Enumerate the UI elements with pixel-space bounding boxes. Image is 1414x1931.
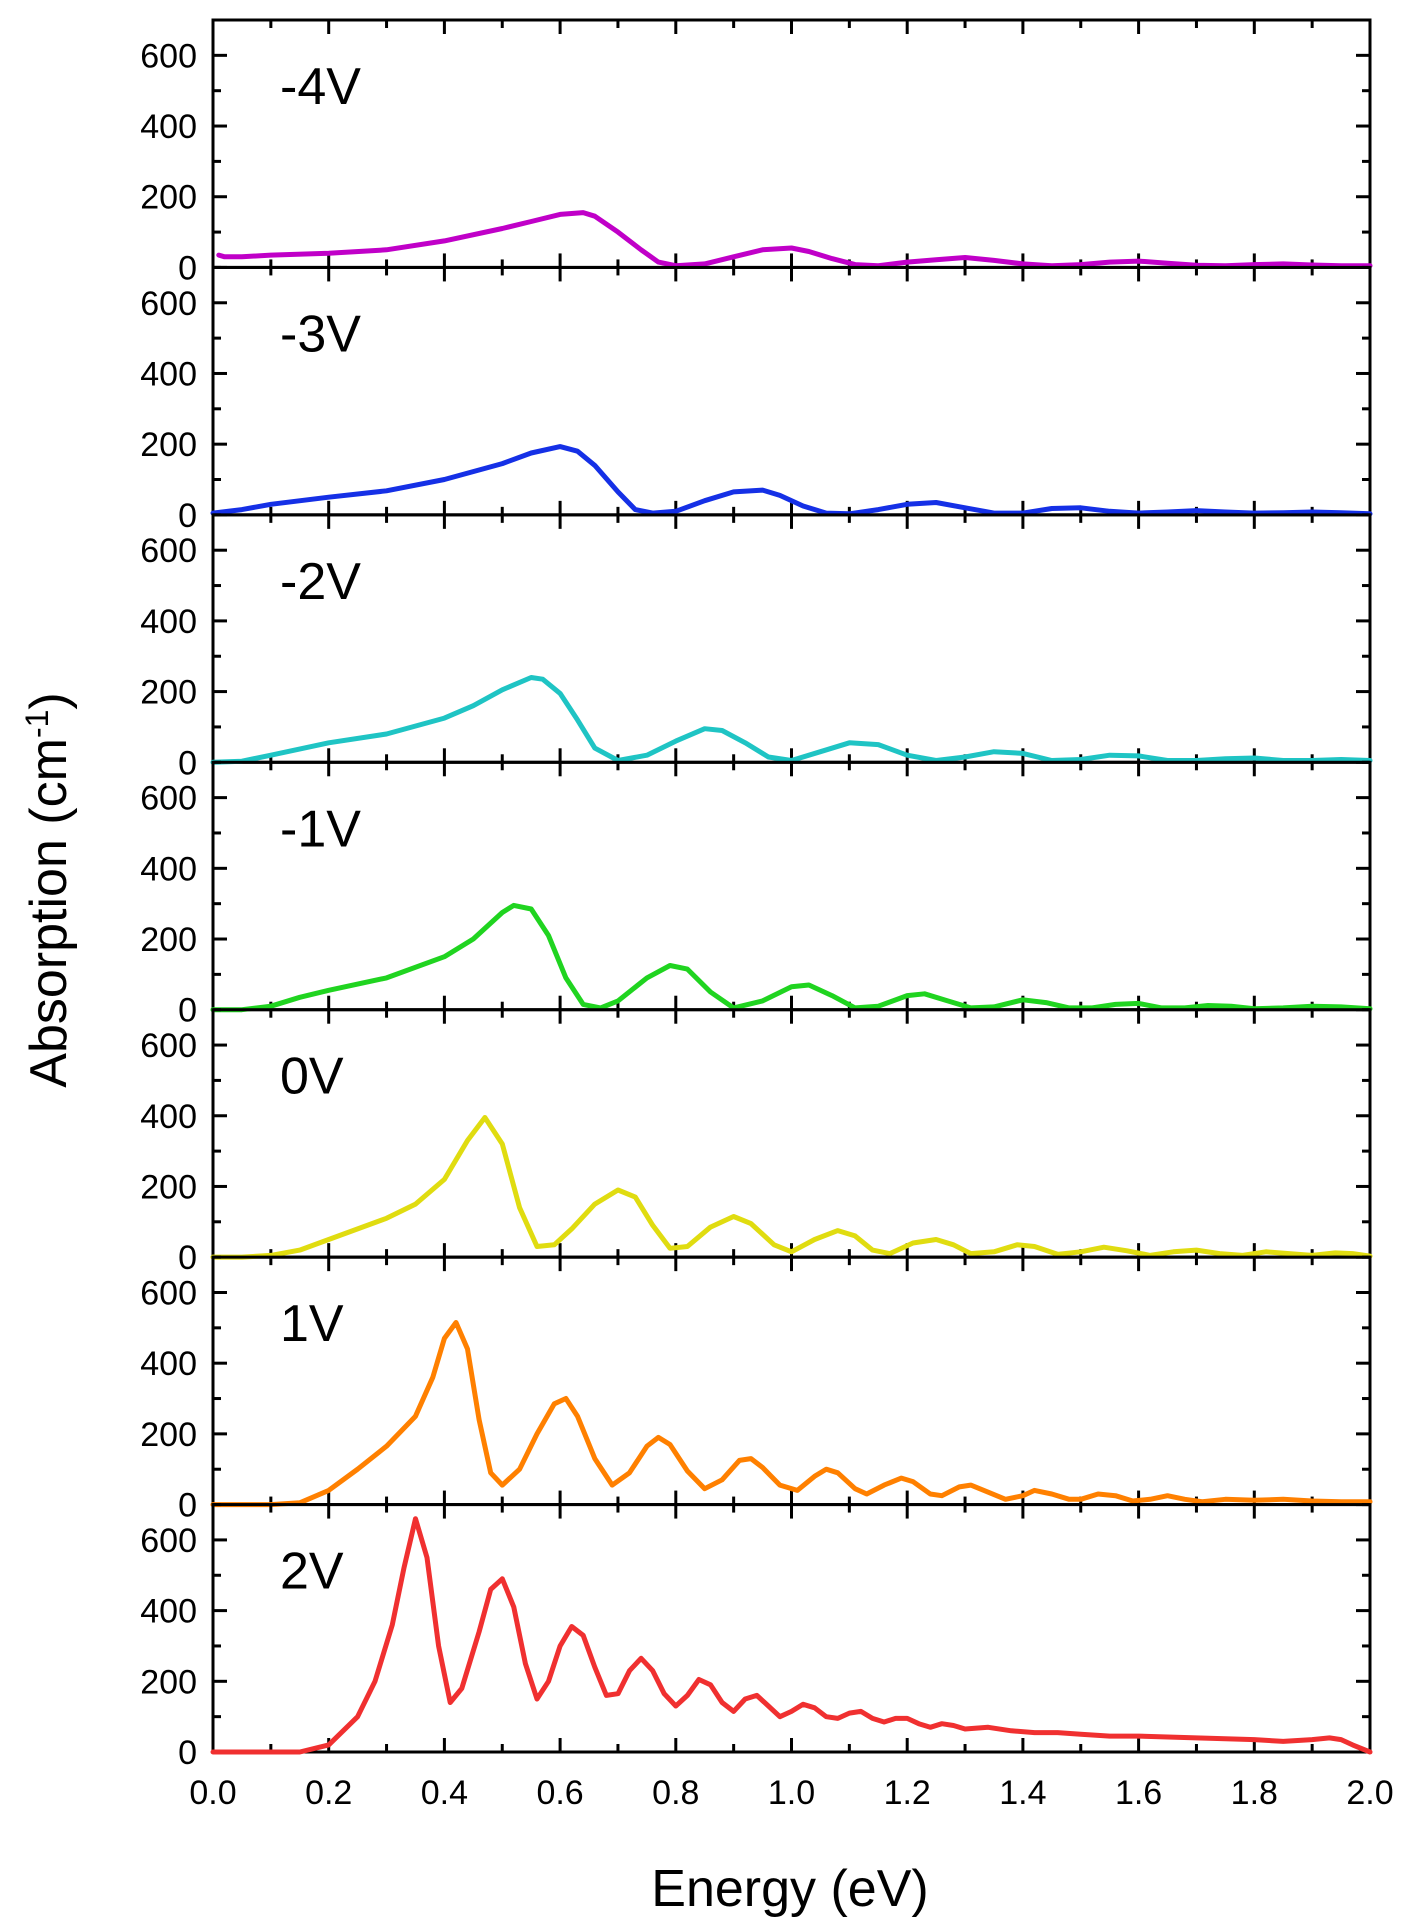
panel-label: 0V	[280, 1048, 344, 1106]
y-tick-label: 600	[140, 1274, 197, 1312]
series-line-1V	[210, 1320, 1373, 1508]
panel-label: -4V	[280, 58, 361, 116]
y-tick-label: 200	[140, 179, 197, 217]
panel--4V: 0 200 400 600 -4V	[140, 18, 1373, 287]
y-tick-label: 400	[140, 355, 197, 393]
y-axis-title: Absorption (cm-1)	[19, 692, 78, 1087]
y-tick-label: 200	[140, 1168, 197, 1206]
y-tick-label: 400	[140, 1098, 197, 1136]
x-tick-label: 0.0	[189, 1774, 236, 1812]
series-line--2V	[210, 675, 1373, 765]
x-axis: 0.0 0.2 0.4 0.6 0.8 1.0 1.2 1.4 1.6 1.8 2.0	[189, 1774, 1393, 1812]
panels-group: 0200400600-4V0200400600-3V0200400600-2V0…	[140, 18, 1373, 1772]
x-tick-label: 1.4	[999, 1774, 1046, 1812]
y-tick-label: 600	[140, 1522, 197, 1560]
y-axis-title-main: Absorption (cm	[20, 738, 78, 1088]
x-axis-title: Energy (eV)	[651, 1860, 928, 1918]
y-tick-label: 400	[140, 108, 197, 146]
y-tick-label: 400	[140, 850, 197, 888]
y-tick-label: 0	[178, 992, 197, 1030]
x-tick-label: 0.4	[421, 1774, 468, 1812]
x-tick-label: 1.8	[1231, 1774, 1278, 1812]
series-line--3V	[210, 444, 1373, 517]
x-tick-label: 0.8	[652, 1774, 699, 1812]
y-axis-title-sup: -1	[19, 710, 55, 738]
y-tick-label: 600	[140, 37, 197, 75]
y-tick-label: 200	[140, 921, 197, 959]
y-tick-label: 0	[178, 1239, 197, 1277]
y-tick-label: 0	[178, 744, 197, 782]
panel-frame	[211, 513, 1372, 764]
x-tick-label: 1.0	[768, 1774, 815, 1812]
y-tick-label: 0	[178, 1487, 197, 1525]
y-tick-label: 200	[140, 1416, 197, 1454]
series-line-2V	[210, 1516, 1373, 1755]
panel-frame	[211, 265, 1372, 517]
x-tick-label: 2.0	[1346, 1774, 1393, 1812]
x-tick-label: 0.6	[536, 1774, 583, 1812]
panel-frame	[211, 1255, 1372, 1507]
y-tick-label: 600	[140, 780, 197, 818]
panel-frame	[211, 760, 1372, 1012]
y-tick-label: 600	[140, 1027, 197, 1065]
panel-label: -1V	[280, 800, 361, 858]
x-tick-label: 0.2	[305, 1774, 352, 1812]
panel-label: -2V	[280, 553, 361, 611]
series-line--1V	[210, 902, 1373, 1013]
y-tick-label: 0	[178, 497, 197, 535]
panel-frame	[211, 18, 1372, 269]
panel-label: -3V	[280, 305, 361, 363]
y-tick-label: 200	[140, 426, 197, 464]
panel-1V: 0 200 400 600 1V	[140, 1255, 1373, 1525]
y-tick-label: 200	[140, 674, 197, 712]
panel-label: 1V	[280, 1295, 344, 1353]
panel-2V: 0 200 400 600 2V	[140, 1503, 1373, 1772]
y-tick-label: 400	[140, 603, 197, 641]
series-line-0V	[210, 1115, 1373, 1260]
y-tick-label: 400	[140, 1593, 197, 1631]
panel--2V: 0 200 400 600 -2V	[140, 513, 1373, 782]
y-tick-label: 200	[140, 1663, 197, 1701]
panel--1V: 0 200 400 600 -1V	[140, 760, 1373, 1030]
y-tick-label: 0	[178, 249, 197, 287]
x-tick-label: 1.2	[884, 1774, 931, 1812]
panel-0V: 0 200 400 600 0V	[140, 1008, 1373, 1277]
y-tick-label: 0	[178, 1734, 197, 1772]
y-tick-label: 400	[140, 1345, 197, 1383]
panel-label: 2V	[280, 1543, 344, 1601]
series-line--4V	[216, 210, 1373, 269]
y-tick-label: 600	[140, 532, 197, 570]
panel-frame	[211, 1503, 1372, 1754]
panel--3V: 0 200 400 600 -3V	[140, 265, 1373, 535]
y-axis-title-close: )	[20, 692, 78, 709]
y-tick-label: 600	[140, 285, 197, 323]
x-tick-label: 1.6	[1115, 1774, 1162, 1812]
